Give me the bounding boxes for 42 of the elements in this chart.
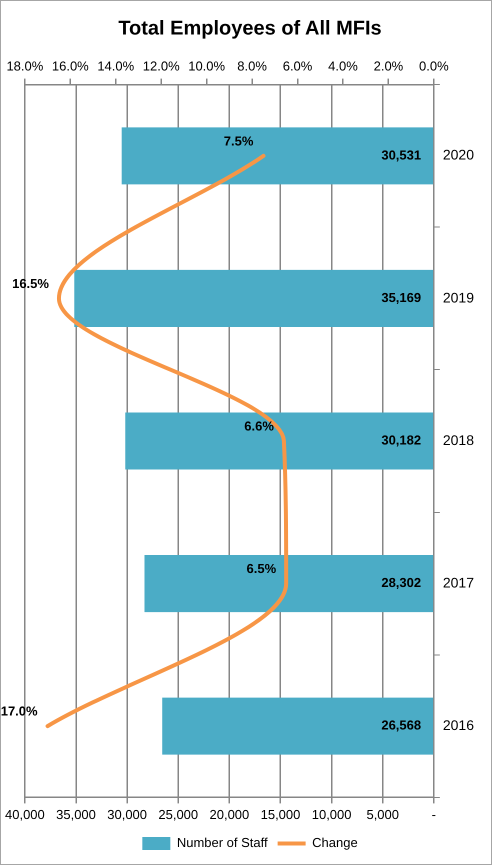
x-tick-label: 5,000 (366, 806, 400, 822)
chart-title: Total Employees of All MFIs (118, 18, 382, 40)
x2-tick-label: 2.0% (374, 58, 404, 74)
data-label: 16.5% (12, 276, 50, 292)
data-label: 30,182 (381, 432, 422, 448)
data-label: 6.6% (244, 418, 274, 434)
x2-tick-label: 12.0% (142, 58, 180, 74)
legend-label: Number of Staff (176, 835, 268, 850)
y-tick-label: 2017 (442, 574, 474, 590)
data-label: 26,568 (381, 718, 422, 733)
x-tick-label: 30,000 (107, 806, 148, 822)
x-tick-label: 40,000 (5, 806, 45, 822)
x2-tick-label: 4.0% (328, 58, 358, 74)
x2-tick-label: 10.0% (188, 58, 226, 74)
bar (144, 555, 434, 612)
x2-tick-label: 8.0% (237, 58, 268, 74)
bar (162, 698, 434, 755)
x-tick-label: - (432, 806, 436, 822)
x2-tick-label: 18.0% (6, 58, 44, 74)
x2-tick-label: 6.0% (282, 58, 313, 74)
data-label: 30,531 (381, 147, 422, 162)
x-tick-label: 35,000 (56, 806, 96, 822)
bar (122, 127, 434, 184)
bar (74, 270, 434, 327)
x-tick-label: 20,000 (209, 806, 250, 822)
bar (125, 412, 434, 470)
y-tick-label: 2018 (442, 432, 474, 448)
data-label: 35,169 (381, 290, 422, 306)
x2-tick-label: 16.0% (52, 58, 90, 74)
data-label: 7.5% (224, 133, 254, 148)
x2-tick-label: 14.0% (97, 58, 135, 74)
x2-tick-label: 0.0% (419, 58, 450, 74)
x-tick-label: 25,000 (158, 806, 198, 822)
x-tick-label: 15,000 (260, 806, 300, 822)
legend-label: Change (312, 835, 358, 850)
data-label: 28,302 (381, 575, 422, 590)
x-tick-label: 10,000 (312, 806, 352, 822)
data-label: 6.5% (246, 561, 277, 576)
data-label: 17.0% (0, 704, 38, 719)
y-tick-label: 2019 (442, 289, 474, 306)
y-tick-label: 2020 (442, 146, 474, 163)
y-tick-label: 2016 (442, 716, 474, 733)
